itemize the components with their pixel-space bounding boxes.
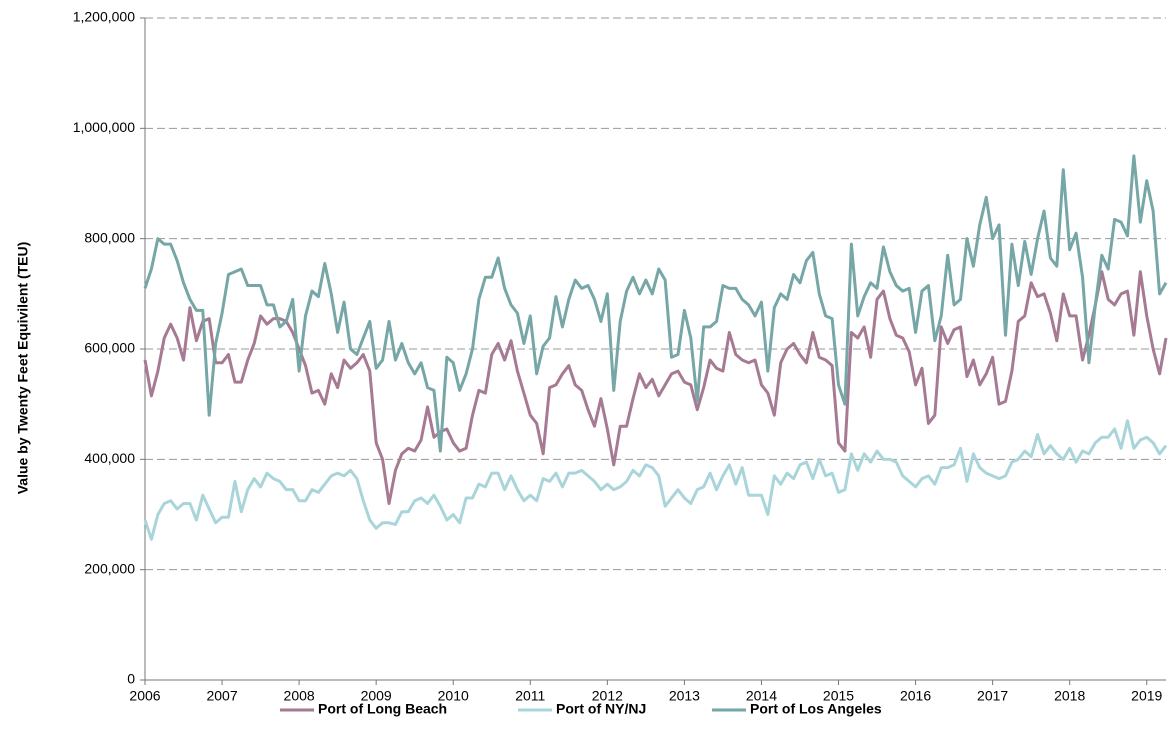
- x-tick-label: 2008: [284, 688, 315, 704]
- y-tick-label: 200,000: [84, 560, 135, 576]
- x-tick-label: 2007: [206, 688, 237, 704]
- x-tick-label: 2011: [515, 688, 545, 704]
- series-line: [143, 270, 1168, 505]
- y-tick-label: 400,000: [84, 450, 135, 466]
- series-line: [143, 419, 1168, 541]
- x-tick-label: 2009: [361, 688, 392, 704]
- x-tick-label: 2017: [977, 688, 1008, 704]
- legend-label: Port of Long Beach: [318, 701, 447, 717]
- x-tick-label: 2015: [823, 688, 854, 704]
- x-tick-label: 2016: [900, 688, 931, 704]
- legend-label: Port of Los Angeles: [750, 701, 882, 717]
- y-tick-label: 1,200,000: [73, 9, 135, 25]
- x-tick-label: 2018: [1054, 688, 1085, 704]
- x-tick-label: 2014: [746, 688, 777, 704]
- x-tick-label: 2006: [129, 688, 160, 704]
- y-tick-label: 1,000,000: [73, 119, 135, 135]
- x-tick-label: 2019: [1131, 688, 1162, 704]
- x-tick-label: 2013: [669, 688, 700, 704]
- y-tick-label: 800,000: [84, 229, 135, 245]
- legend-label: Port of NY/NJ: [556, 701, 646, 717]
- x-tick-label: 2012: [592, 688, 623, 704]
- y-tick-label: 600,000: [84, 340, 135, 356]
- y-tick-label: 0: [127, 671, 135, 687]
- x-tick-label: 2010: [438, 688, 469, 704]
- y-axis-title: Value by Twenty Feet Equivilent (TEU): [15, 242, 31, 495]
- series-line: [143, 154, 1168, 453]
